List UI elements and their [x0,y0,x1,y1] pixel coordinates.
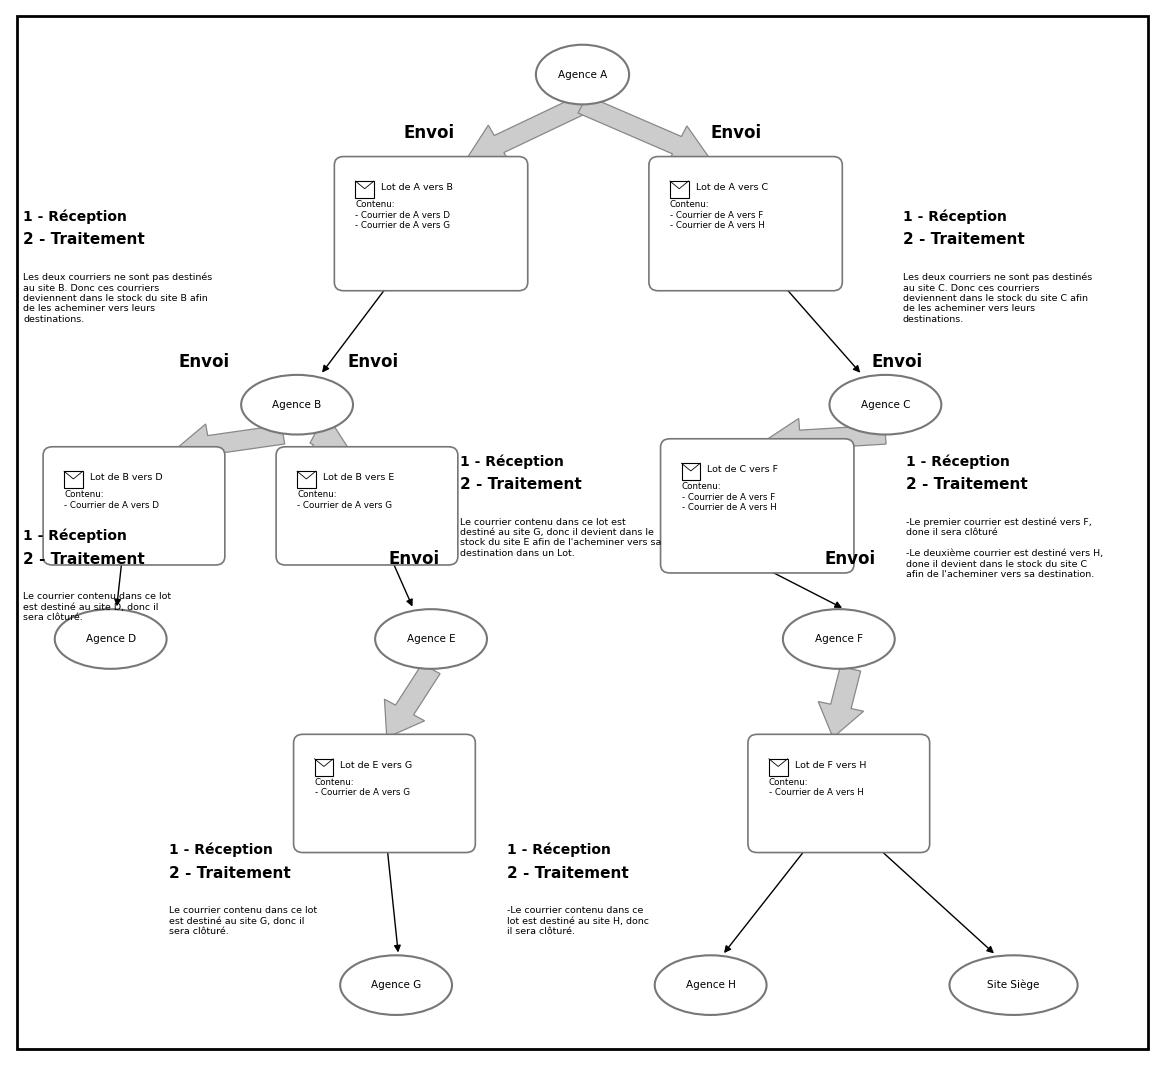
Text: Le courrier contenu dans ce lot est
destiné au site G, donc il devient dans le
s: Le courrier contenu dans ce lot est dest… [460,518,662,558]
Text: 2 - Traitement: 2 - Traitement [23,232,146,247]
Ellipse shape [55,609,167,669]
Text: 1 - Réception: 1 - Réception [903,209,1007,224]
Bar [682,463,700,480]
Text: Agence G: Agence G [370,980,422,990]
Text: Lot de B vers E: Lot de B vers E [323,473,394,482]
Text: 1 - Réception: 1 - Réception [507,842,610,857]
Text: Envoi: Envoi [178,354,230,371]
Text: Agence D: Agence D [85,634,136,644]
Text: Contenu:
- Courrier de A vers F
- Courrier de A vers H: Contenu: - Courrier de A vers F - Courri… [682,482,776,512]
Polygon shape [175,424,284,466]
Bar [64,471,83,488]
Text: Envoi: Envoi [871,354,923,371]
Text: Contenu:
- Courrier de A vers G: Contenu: - Courrier de A vers G [297,490,393,510]
Bar [315,758,333,775]
Ellipse shape [949,955,1078,1015]
Ellipse shape [241,375,353,435]
Bar [670,181,689,198]
Text: Site Siège: Site Siège [988,980,1039,990]
Text: Envoi: Envoi [403,125,454,142]
Text: Lot de A vers B: Lot de A vers B [381,183,453,192]
Text: Contenu:
- Courrier de A vers G: Contenu: - Courrier de A vers G [315,777,410,798]
Polygon shape [308,416,350,455]
Text: 2 - Traitement: 2 - Traitement [906,477,1029,492]
Polygon shape [818,667,863,737]
Text: Agence A: Agence A [558,69,607,80]
Bar [355,181,374,198]
Polygon shape [384,663,440,737]
Text: Lot de E vers G: Lot de E vers G [340,760,412,770]
FancyBboxPatch shape [17,16,1148,1049]
Text: Agence F: Agence F [814,634,863,644]
Ellipse shape [375,609,487,669]
Text: Envoi: Envoi [347,354,398,371]
Text: Agence B: Agence B [273,399,322,410]
Text: Le courrier contenu dans ce lot
est destiné au site G, donc il
sera clôturé.: Le courrier contenu dans ce lot est dest… [169,906,317,936]
FancyBboxPatch shape [294,735,475,852]
Text: 1 - Réception: 1 - Réception [906,454,1010,469]
Bar [297,471,316,488]
Text: Envoi: Envoi [825,551,876,568]
Text: -Le courrier contenu dans ce
lot est destiné au site H, donc
il sera clôturé.: -Le courrier contenu dans ce lot est des… [507,906,649,936]
Text: 2 - Traitement: 2 - Traitement [460,477,582,492]
Ellipse shape [829,375,941,435]
Ellipse shape [536,45,629,104]
Text: Envoi: Envoi [711,125,762,142]
Polygon shape [466,96,587,163]
Text: 1 - Réception: 1 - Réception [23,209,127,224]
Text: -Le premier courrier est destiné vers F,
done il sera clôturé

-Le deuxième cour: -Le premier courrier est destiné vers F,… [906,518,1103,579]
Text: 2 - Traitement: 2 - Traitement [903,232,1025,247]
Text: 2 - Traitement: 2 - Traitement [23,552,146,567]
Bar [769,758,788,775]
Text: Le courrier contenu dans ce lot
est destiné au site D, donc il
sera clôturé.: Le courrier contenu dans ce lot est dest… [23,592,171,622]
Text: 2 - Traitement: 2 - Traitement [507,866,629,881]
Text: Lot de F vers H: Lot de F vers H [795,760,866,770]
Text: 1 - Réception: 1 - Réception [23,528,127,543]
Text: Agence E: Agence E [407,634,456,644]
Ellipse shape [783,609,895,669]
FancyBboxPatch shape [661,439,854,573]
Text: Les deux courriers ne sont pas destinés
au site C. Donc ces courriers
deviennent: Les deux courriers ne sont pas destinés … [903,273,1092,324]
Text: Agence H: Agence H [686,980,735,990]
Ellipse shape [655,955,767,1015]
Text: 2 - Traitement: 2 - Traitement [169,866,291,881]
Text: Les deux courriers ne sont pas destinés
au site B. Donc ces courriers
deviennent: Les deux courriers ne sont pas destinés … [23,273,212,324]
Polygon shape [763,419,887,461]
Ellipse shape [340,955,452,1015]
FancyBboxPatch shape [334,157,528,291]
Text: Contenu:
- Courrier de A vers F
- Courrier de A vers H: Contenu: - Courrier de A vers F - Courri… [670,200,764,230]
Polygon shape [578,96,711,164]
Text: 1 - Réception: 1 - Réception [460,454,564,469]
FancyBboxPatch shape [748,735,930,852]
Text: Contenu:
- Courrier de A vers D
- Courrier de A vers G: Contenu: - Courrier de A vers D - Courri… [355,200,451,230]
Text: 1 - Réception: 1 - Réception [169,842,273,857]
Text: Contenu:
- Courrier de A vers H: Contenu: - Courrier de A vers H [769,777,863,798]
FancyBboxPatch shape [276,447,458,564]
FancyBboxPatch shape [649,157,842,291]
Text: Lot de B vers D: Lot de B vers D [90,473,162,482]
FancyBboxPatch shape [43,447,225,564]
Text: Lot de C vers F: Lot de C vers F [707,465,778,474]
Text: Agence C: Agence C [861,399,910,410]
Text: Lot de A vers C: Lot de A vers C [696,183,768,192]
Text: Envoi: Envoi [388,551,439,568]
Text: Contenu:
- Courrier de A vers D: Contenu: - Courrier de A vers D [64,490,160,510]
